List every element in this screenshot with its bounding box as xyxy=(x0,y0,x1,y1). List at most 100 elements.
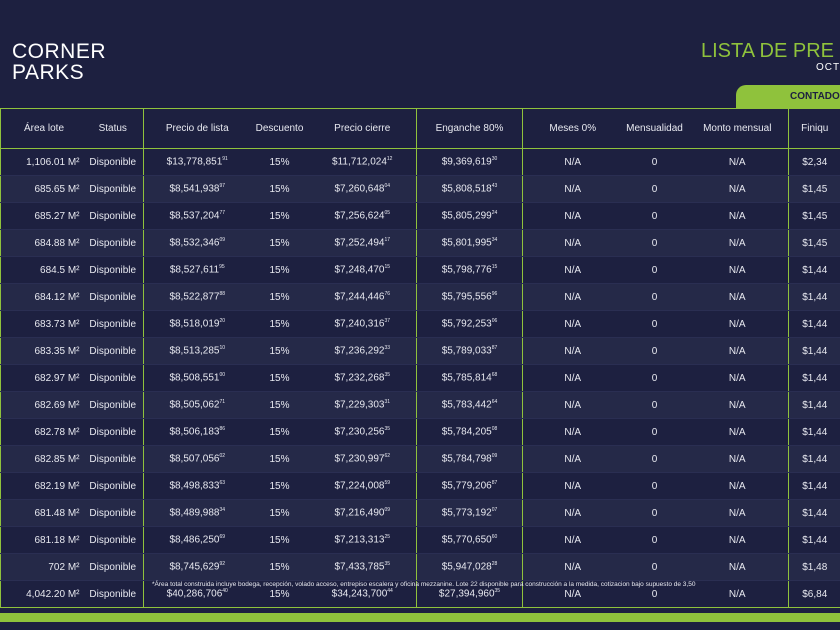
cell: $7,230,25635 xyxy=(308,418,417,446)
cell-text: $1,44 xyxy=(802,534,828,546)
cell: N/A xyxy=(522,391,623,419)
tab[interactable]: CONTADO xyxy=(736,85,840,108)
cell-text: N/A xyxy=(728,372,746,384)
cell: N/A xyxy=(686,148,789,176)
cell: N/A xyxy=(522,364,623,392)
cell: $13,778,85191 xyxy=(143,148,251,176)
cell: Disponible xyxy=(82,553,144,581)
cell-text: Disponible xyxy=(89,318,137,330)
cell: $8,745,62992 xyxy=(143,553,251,581)
cell: $11,712,02412 xyxy=(308,148,417,176)
cell-text: 15% xyxy=(269,480,290,492)
cell: 684.88 M² xyxy=(5,229,83,257)
cell: $1,44 xyxy=(788,337,840,365)
cell-text: 15% xyxy=(269,183,290,195)
cell: $7,248,47015 xyxy=(308,256,417,284)
cell-text: 15% xyxy=(269,453,290,465)
cell: Disponible xyxy=(82,229,144,257)
cell: $5,789,03387 xyxy=(416,337,523,365)
amount: $8,505,062 xyxy=(169,399,220,411)
cell: N/A xyxy=(522,472,623,500)
cell xyxy=(0,553,6,581)
cell: Disponible xyxy=(82,175,144,203)
amount: $7,236,292 xyxy=(334,345,385,357)
cell: 0 xyxy=(622,499,687,527)
amount: $8,489,988 xyxy=(169,507,220,519)
cell: $7,230,99762 xyxy=(308,445,417,473)
cell: 682.97 M² xyxy=(5,364,83,392)
cell-text: 0 xyxy=(651,318,658,330)
cell-text: 683.73 M² xyxy=(34,318,80,330)
cell: $5,773,19207 xyxy=(416,499,523,527)
header-cell: Precio cierre xyxy=(308,108,417,149)
cell-text: 0 xyxy=(651,507,658,519)
logo: CORNER PARKS xyxy=(12,41,106,83)
cell: N/A xyxy=(522,283,623,311)
cell: 0 xyxy=(622,337,687,365)
title: LISTA DE PRE xyxy=(701,40,835,62)
row: 684.5 M² Disponible $8,527,61195 15% $7,248,… xyxy=(0,256,840,284)
cents: 88 xyxy=(219,291,226,298)
amount: $7,216,490 xyxy=(334,507,385,519)
cell-text: 15% xyxy=(269,318,290,330)
amount: $8,486,250 xyxy=(169,534,220,546)
amount: $8,518,019 xyxy=(169,318,220,330)
header-cell: Finiqu xyxy=(788,108,840,149)
amount: $7,256,624 xyxy=(334,210,385,222)
cell-text: N/A xyxy=(564,399,582,411)
cell: $1,44 xyxy=(788,310,840,338)
cell: 0 xyxy=(622,148,687,176)
row: 685.65 M² Disponible $8,541,93897 15% $7,260… xyxy=(0,175,840,203)
cell-text: N/A xyxy=(564,588,582,600)
cell-text: 0 xyxy=(651,480,658,492)
cell-text: Disponible xyxy=(89,588,137,600)
cell: 15% xyxy=(250,580,309,608)
amount: $5,947,028 xyxy=(441,561,492,573)
cell-text: Disponible xyxy=(89,507,137,519)
cell: $8,489,98834 xyxy=(143,499,251,527)
amount: $5,770,650 xyxy=(441,534,492,546)
cell: 15% xyxy=(250,526,309,554)
cell: N/A xyxy=(522,553,623,581)
row: 682.69 M² Disponible $8,505,06271 15% $7,229… xyxy=(0,391,840,419)
cell: $9,369,61930 xyxy=(416,148,523,176)
cell: 15% xyxy=(250,310,309,338)
cell-text: $2,34 xyxy=(802,156,828,168)
cents: 87 xyxy=(491,480,498,487)
cell-text: 4,042.20 M² xyxy=(26,588,80,600)
cell: 0 xyxy=(622,580,687,608)
cell: $1,44 xyxy=(788,364,840,392)
cell-text: 0 xyxy=(651,372,658,384)
row: 702 M² Disponible $8,745,62992 15% $7,433,78… xyxy=(0,553,840,581)
cents: 25 xyxy=(384,534,391,541)
cell-text: 15% xyxy=(269,534,290,546)
cell-text: 0 xyxy=(651,183,658,195)
cell: N/A xyxy=(686,175,789,203)
cell: 0 xyxy=(622,364,687,392)
cell: 682.85 M² xyxy=(5,445,83,473)
cell-text: N/A xyxy=(728,453,746,465)
cell-text: $1,44 xyxy=(802,345,828,357)
cell: $40,286,70640 xyxy=(143,580,251,608)
cell-text: 0 xyxy=(651,345,658,357)
header-cell: Precio de lista xyxy=(143,108,251,149)
cents: 07 xyxy=(491,507,498,514)
cell xyxy=(0,229,6,257)
cell: $7,213,31325 xyxy=(308,526,417,554)
cell-text: Disponible xyxy=(89,399,137,411)
cell: 681.48 M² xyxy=(5,499,83,527)
cell-text: 682.78 M² xyxy=(34,426,80,438)
header-cell: Descuento xyxy=(250,108,309,149)
amount: $8,541,938 xyxy=(169,183,220,195)
cell-text: $1,44 xyxy=(802,480,828,492)
cents: 28 xyxy=(491,561,498,568)
cell: 682.69 M² xyxy=(5,391,83,419)
cell xyxy=(0,337,6,365)
cell: 685.27 M² xyxy=(5,202,83,230)
cents: 35 xyxy=(494,588,501,595)
cell: $1,44 xyxy=(788,472,840,500)
cell xyxy=(0,526,6,554)
cell: $7,256,62405 xyxy=(308,202,417,230)
cell: Disponible xyxy=(82,580,144,608)
cell-text: N/A xyxy=(564,453,582,465)
